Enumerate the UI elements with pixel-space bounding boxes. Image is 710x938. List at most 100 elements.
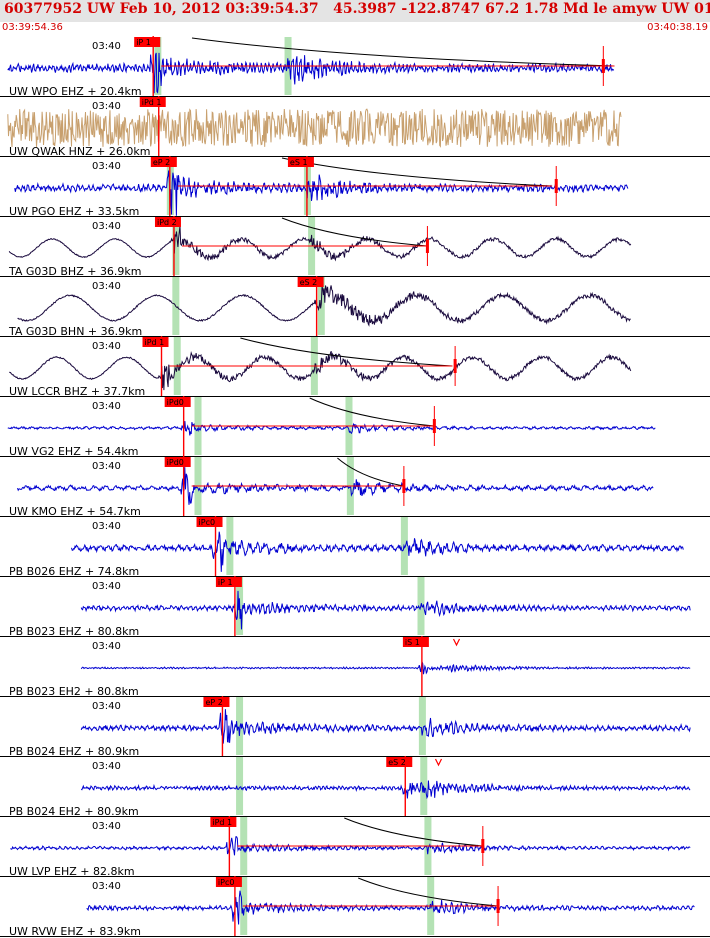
waveform-trace: [7, 108, 622, 148]
phase-pick-box: [215, 877, 242, 887]
phase-pick-box: [210, 817, 237, 827]
waveform-trace: [80, 659, 691, 675]
phase-pick-label: iPc0: [199, 518, 216, 527]
trace-station-label: UW WPO EHZ + 20.4km: [9, 85, 142, 98]
waveform-trace: [80, 590, 691, 630]
phase-pick-label: eS 2: [300, 278, 318, 287]
waveform-trace: [7, 421, 656, 436]
phase-pick-label: iPd 1: [145, 338, 165, 347]
waveform-trace: [80, 709, 691, 744]
coda-end-tick: [432, 419, 436, 433]
waveform-trace: [86, 890, 695, 925]
trace-row: iPd 1 03:40 UW QWAK HNZ + 26.0km: [0, 96, 710, 158]
trace-station-label: UW RVW EHZ + 83.9km: [9, 925, 141, 938]
waveform-trace: [7, 52, 615, 94]
phase-pick-label: iPd0: [167, 458, 184, 467]
phase-pick-label: iPd 1: [212, 818, 232, 827]
phase-pick-label: eS 1: [290, 158, 308, 167]
trace-row: iS 1 03:40 PB B023 EH2 + 80.8km: [0, 636, 710, 698]
coda-end-tick: [554, 179, 558, 193]
phase-window-band: [172, 217, 180, 275]
trace-station-label: PB B024 EH2 + 80.9km: [9, 805, 139, 818]
trace-row: eP 2 03:40 PB B024 EHZ + 80.9km: [0, 696, 710, 758]
trace-row: iPd 1 03:40 UW LVP EHZ + 82.8km: [0, 816, 710, 878]
waveform-trace: [10, 836, 691, 856]
phase-pick-box: [287, 157, 314, 167]
start-time-label: 03:39:54.36: [2, 22, 63, 33]
waveform-trace: [17, 285, 631, 327]
phase-pick-box: [386, 757, 413, 767]
coda-end-tick: [425, 239, 429, 253]
trace-row: iP 1 03:40 PB B023 EHZ + 80.8km: [0, 576, 710, 638]
phase-pick-label: eS 2: [388, 758, 406, 767]
event-title: 60377952 UW Feb 10, 2012 03:39:54.37 45.…: [4, 1, 710, 17]
coda-end-tick: [481, 839, 485, 853]
trace-station-label: PB B023 EHZ + 80.8km: [9, 625, 139, 638]
trace-station-label: TA G03D BHN + 36.9km: [8, 325, 142, 338]
trace-station-label: UW LCCR BHZ + 37.7km: [9, 385, 145, 398]
trace-time-label: 03:40: [92, 521, 121, 532]
s-marker-v: [434, 758, 443, 767]
trace-station-label: UW VG2 EHZ + 54.4km: [9, 445, 139, 458]
phase-pick-box: [164, 457, 191, 467]
phase-pick-box: [196, 517, 223, 527]
trace-time-label: 03:40: [92, 101, 121, 112]
trace-time-label: 03:40: [92, 761, 121, 772]
trace-station-label: UW LVP EHZ + 82.8km: [9, 865, 135, 878]
waveform-trace: [9, 350, 632, 391]
phase-pick-label: eP 2: [205, 698, 222, 707]
waveform-trace: [8, 225, 632, 262]
phase-pick-box: [150, 157, 177, 167]
trace-time-label: 03:40: [92, 341, 121, 352]
trace-station-label: UW PGO EHZ + 33.5km: [9, 205, 139, 218]
trace-station-label: UW QWAK HNZ + 26.0km: [9, 145, 150, 158]
event-header: 60377952 UW Feb 10, 2012 03:39:54.37 45.…: [0, 0, 710, 22]
trace-time-label: 03:40: [92, 281, 121, 292]
trace-row: iPd 2 03:40 TA G03D BHZ + 36.9km: [0, 216, 710, 278]
trace-station-label: PB B024 EHZ + 80.9km: [9, 745, 139, 758]
coda-end-tick: [496, 899, 500, 913]
trace-station-label: UW KMO EHZ + 54.7km: [9, 505, 141, 518]
trace-time-label: 03:40: [92, 221, 121, 232]
trace-row: iPd0 03:40 UW VG2 EHZ + 54.4km: [0, 396, 710, 458]
phase-window-band: [418, 697, 426, 755]
phase-pick-label: iS 1: [405, 638, 420, 647]
coda-decay-curve: [240, 337, 453, 367]
phase-pick-box: [154, 217, 181, 227]
trace-row: iP 1 03:40 UW WPO EHZ + 20.4km: [0, 36, 710, 98]
trace-row: iPc0 03:40 PB B026 EHZ + 74.8km: [0, 516, 710, 578]
trace-time-label: 03:40: [92, 641, 121, 652]
coda-decay-curve: [344, 817, 483, 847]
phase-pick-box: [134, 37, 161, 47]
coda-end-tick: [601, 59, 605, 73]
waveform-trace: [80, 780, 691, 800]
trace-station-label: TA G03D BHZ + 36.9km: [8, 265, 142, 278]
trace-row: iPc0 03:40 UW RVW EHZ + 83.9km: [0, 876, 710, 938]
phase-window-band: [236, 757, 244, 815]
trace-time-label: 03:40: [92, 461, 121, 472]
end-time-label: 03:40:38.19: [647, 22, 708, 33]
trace-row: iPd 1 03:40 UW LCCR BHZ + 37.7km: [0, 336, 710, 398]
phase-pick-box: [164, 397, 191, 407]
s-marker-v: [452, 638, 461, 647]
phase-pick-box: [142, 337, 169, 347]
phase-window-band: [154, 37, 162, 95]
coda-decay-curve: [337, 457, 404, 487]
waveform-trace: [71, 531, 684, 572]
phase-pick-label: iP 1: [218, 578, 233, 587]
phase-pick-label: eP 2: [153, 158, 170, 167]
phase-pick-label: iPd0: [167, 398, 184, 407]
trace-time-label: 03:40: [92, 821, 121, 832]
trace-row: eS 2 03:40 TA G03D BHN + 36.9km: [0, 276, 710, 338]
phase-pick-box: [402, 637, 429, 647]
coda-end-tick: [453, 359, 457, 373]
coda-decay-curve: [309, 397, 435, 427]
phase-pick-label: iPc0: [218, 878, 235, 887]
coda-decay-curve: [358, 877, 499, 907]
coda-decay-curve: [281, 217, 428, 247]
trace-station-label: PB B023 EH2 + 80.8km: [9, 685, 139, 698]
trace-row: eS 2 03:40 PB B024 EH2 + 80.9km: [0, 756, 710, 818]
trace-time-label: 03:40: [92, 581, 121, 592]
